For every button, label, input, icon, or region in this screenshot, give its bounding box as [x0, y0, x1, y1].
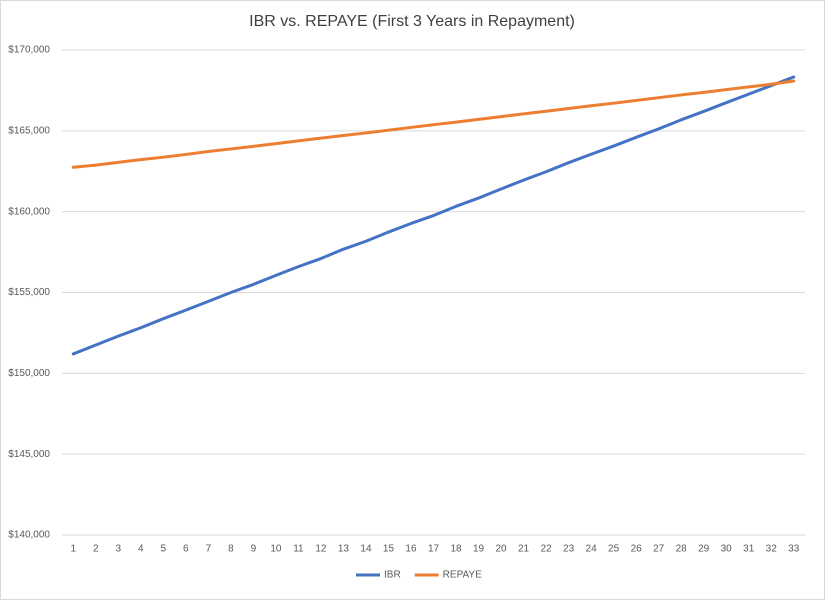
series-line	[71, 75, 796, 356]
x-tick-label: 32	[766, 544, 778, 555]
y-tick-label: $165,000	[8, 125, 50, 136]
x-tick-label: 12	[315, 544, 327, 555]
x-tick-label: 30	[721, 544, 733, 555]
x-tick-label: 29	[698, 544, 710, 555]
x-tick-label: 31	[743, 544, 755, 555]
x-tick-label: 24	[586, 544, 598, 555]
x-tick-label: 15	[383, 544, 395, 555]
x-tick-label: 25	[608, 544, 620, 555]
x-tick-label: 9	[251, 544, 257, 555]
chart-title: IBR vs. REPAYE (First 3 Years in Repayme…	[249, 13, 575, 30]
x-tick-label: 8	[228, 544, 234, 555]
x-tick-label: 28	[676, 544, 688, 555]
x-tick-label: 17	[428, 544, 440, 555]
x-tick-label: 7	[206, 544, 212, 555]
x-tick-label: 19	[473, 544, 485, 555]
x-tick-label: 20	[495, 544, 507, 555]
y-tick-label: $145,000	[8, 449, 50, 460]
x-tick-label: 16	[405, 544, 417, 555]
x-tick-label: 23	[563, 544, 575, 555]
y-tick-label: $170,000	[8, 45, 50, 56]
x-tick-label: 33	[788, 544, 800, 555]
x-tick-label: 10	[270, 544, 282, 555]
legend-label: IBR	[384, 570, 401, 581]
legend-label: REPAYE	[443, 570, 482, 581]
x-tick-label: 5	[161, 544, 167, 555]
x-tick-label: 13	[338, 544, 350, 555]
x-tick-label: 3	[116, 544, 122, 555]
x-tick-label: 14	[360, 544, 372, 555]
x-tick-label: 27	[653, 544, 665, 555]
y-tick-label: $155,000	[8, 287, 50, 298]
x-tick-label: 22	[541, 544, 553, 555]
x-tick-label: 6	[183, 544, 189, 555]
x-tick-label: 26	[631, 544, 643, 555]
x-tick-label: 2	[93, 544, 99, 555]
y-tick-label: $150,000	[8, 368, 50, 379]
x-tick-label: 11	[293, 544, 304, 555]
x-tick-label: 1	[70, 544, 76, 555]
series-line	[71, 79, 796, 169]
y-tick-label: $160,000	[8, 206, 50, 217]
y-tick-label: $140,000	[8, 530, 50, 541]
x-tick-label: 18	[450, 544, 462, 555]
x-tick-label: 21	[518, 544, 530, 555]
x-tick-label: 4	[138, 544, 144, 555]
